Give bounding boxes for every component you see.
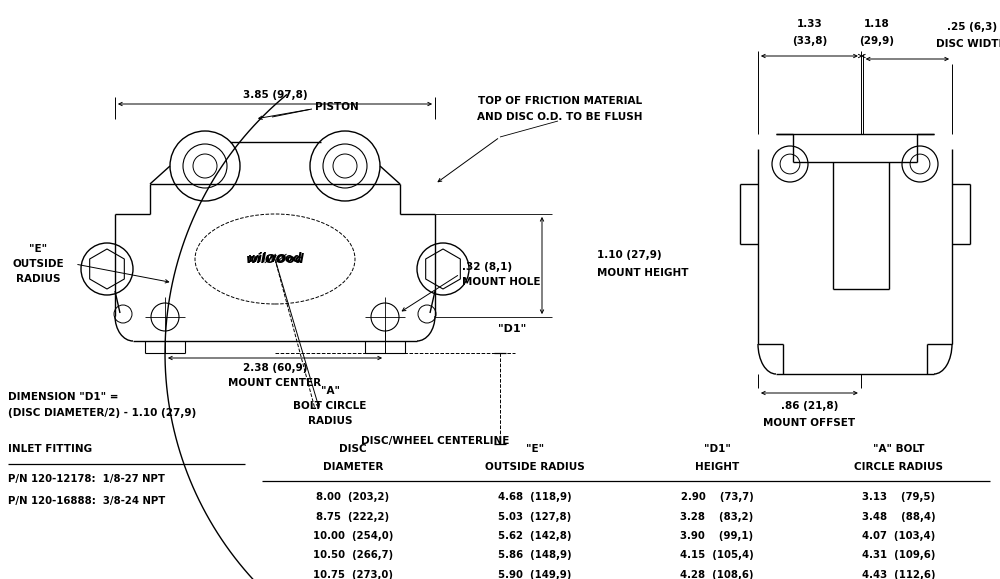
Text: P/N 120-16888:  3/8-24 NPT: P/N 120-16888: 3/8-24 NPT [8, 496, 165, 506]
Text: "A": "A" [320, 386, 340, 396]
Text: 3.13    (79,5): 3.13 (79,5) [862, 492, 936, 502]
Text: 10.50  (266,7): 10.50 (266,7) [313, 551, 393, 560]
Text: 8.00  (203,2): 8.00 (203,2) [316, 492, 390, 502]
Text: 10.75  (273,0): 10.75 (273,0) [313, 570, 393, 579]
Text: 5.03  (127,8): 5.03 (127,8) [498, 511, 572, 522]
Text: OUTSIDE RADIUS: OUTSIDE RADIUS [485, 462, 585, 472]
Text: RADIUS: RADIUS [16, 274, 60, 284]
Text: INLET FITTING: INLET FITTING [8, 444, 92, 454]
Text: AND DISC O.D. TO BE FLUSH: AND DISC O.D. TO BE FLUSH [477, 112, 643, 122]
Text: 1.18: 1.18 [864, 19, 890, 29]
Text: 5.86  (148,9): 5.86 (148,9) [498, 551, 572, 560]
Text: RADIUS: RADIUS [308, 416, 352, 426]
Text: "A" BOLT: "A" BOLT [873, 444, 925, 454]
Text: (29,9): (29,9) [859, 36, 894, 46]
Text: "D1": "D1" [704, 444, 730, 454]
Text: 3.28    (83,2): 3.28 (83,2) [680, 511, 754, 522]
Text: MOUNT OFFSET: MOUNT OFFSET [763, 418, 855, 428]
Text: wilwood: wilwood [248, 252, 302, 266]
Text: 3.90    (99,1): 3.90 (99,1) [680, 531, 754, 541]
Text: 4.15  (105,4): 4.15 (105,4) [680, 551, 754, 560]
Text: DIAMETER: DIAMETER [323, 462, 383, 472]
Text: 2.90    (73,7): 2.90 (73,7) [681, 492, 753, 502]
Text: 2.38 (60,9): 2.38 (60,9) [243, 363, 307, 373]
Text: OUTSIDE: OUTSIDE [12, 259, 64, 269]
Text: DISC: DISC [339, 444, 367, 454]
Text: 1.33: 1.33 [797, 19, 822, 29]
Text: CIRCLE RADIUS: CIRCLE RADIUS [854, 462, 944, 472]
Text: (DISC DIAMETER/2) - 1.10 (27,9): (DISC DIAMETER/2) - 1.10 (27,9) [8, 408, 196, 418]
Text: wilØØod: wilØØod [246, 252, 304, 266]
Text: 10.00  (254,0): 10.00 (254,0) [313, 531, 393, 541]
Text: 1.10 (27,9): 1.10 (27,9) [597, 251, 662, 261]
Text: 3.85 (97,8): 3.85 (97,8) [243, 90, 307, 100]
Text: P/N 120-12178:  1/8-27 NPT: P/N 120-12178: 1/8-27 NPT [8, 474, 165, 484]
Text: 3.48    (88,4): 3.48 (88,4) [862, 511, 936, 522]
Text: "D1": "D1" [498, 324, 526, 334]
Text: "E": "E" [29, 244, 47, 254]
Text: TOP OF FRICTION MATERIAL: TOP OF FRICTION MATERIAL [478, 96, 642, 106]
Text: PISTON: PISTON [315, 102, 359, 112]
Text: BOLT CIRCLE: BOLT CIRCLE [293, 401, 367, 411]
Text: 4.07  (103,4): 4.07 (103,4) [862, 531, 936, 541]
Text: DIMENSION "D1" =: DIMENSION "D1" = [8, 392, 119, 402]
Text: .86 (21,8): .86 (21,8) [781, 401, 838, 411]
Text: 5.62  (142,8): 5.62 (142,8) [498, 531, 572, 541]
Text: .32 (8,1): .32 (8,1) [462, 262, 512, 272]
Text: 4.31  (109,6): 4.31 (109,6) [862, 551, 936, 560]
Text: MOUNT HOLE: MOUNT HOLE [462, 277, 540, 287]
Text: MOUNT CENTER: MOUNT CENTER [228, 378, 322, 388]
Text: "E": "E" [526, 444, 544, 454]
Text: DISC WIDTH: DISC WIDTH [936, 39, 1000, 49]
Text: HEIGHT: HEIGHT [695, 462, 739, 472]
Text: 5.90  (149,9): 5.90 (149,9) [498, 570, 572, 579]
Text: .25 (6,3): .25 (6,3) [947, 22, 997, 32]
Text: 4.28  (108,6): 4.28 (108,6) [680, 570, 754, 579]
Text: 8.75  (222,2): 8.75 (222,2) [316, 511, 390, 522]
Text: DISC/WHEEL CENTERLINE: DISC/WHEEL CENTERLINE [361, 436, 509, 446]
Text: MOUNT HEIGHT: MOUNT HEIGHT [597, 269, 688, 278]
Text: 4.43  (112,6): 4.43 (112,6) [862, 570, 936, 579]
Text: (33,8): (33,8) [792, 36, 827, 46]
Text: 4.68  (118,9): 4.68 (118,9) [498, 492, 572, 502]
